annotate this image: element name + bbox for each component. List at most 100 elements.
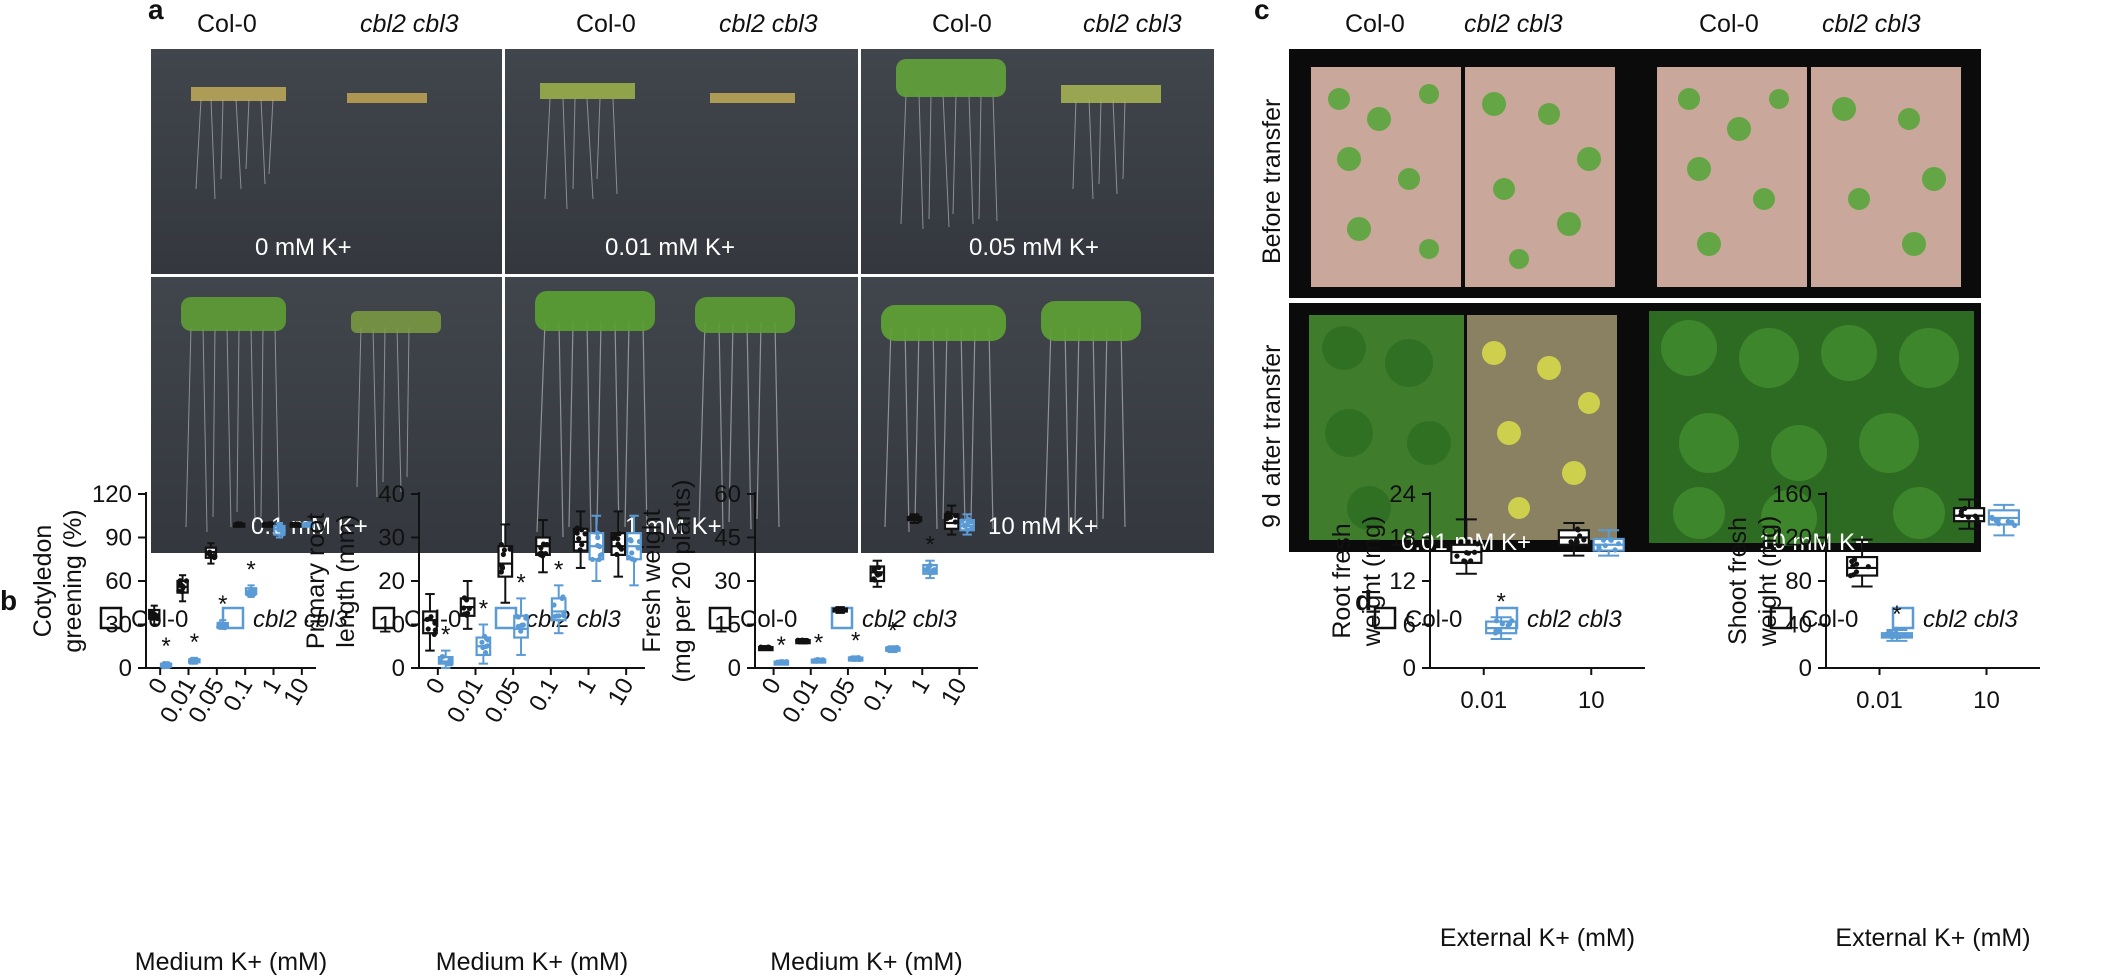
data-point: [501, 547, 507, 553]
data-point: [851, 656, 858, 662]
data-point: [871, 567, 877, 573]
x-axis-label: Medium K+ (mM): [135, 948, 327, 976]
seedling-photo-0: 0 mM K+: [151, 49, 502, 274]
panel-d-letter: d: [1355, 585, 1373, 616]
legend-swatch-col0: [99, 606, 123, 630]
y-tick-label: 20: [378, 568, 405, 595]
data-point: [574, 530, 580, 536]
photo-label-0: 0 mM K+: [255, 234, 352, 261]
box-col0-0.05: [832, 606, 848, 614]
box-mutant-10: [959, 513, 975, 536]
header-col0-2: Col-0: [576, 10, 636, 38]
data-point: [432, 627, 438, 633]
y-axis-label: (mg per 20 plants): [668, 480, 696, 683]
data-point: [952, 519, 958, 525]
data-point: [466, 605, 473, 611]
data-point: [636, 538, 642, 545]
box-mutant-0: [773, 658, 790, 666]
header-col0-1: Col-0: [197, 10, 257, 38]
data-point: [945, 515, 951, 521]
y-tick-label: 40: [1785, 612, 1812, 639]
tray-drawing: [1649, 311, 1974, 546]
data-point: [1600, 537, 1607, 543]
data-point: [964, 527, 971, 533]
data-point: [280, 524, 286, 530]
data-point: [1575, 526, 1581, 532]
legend-label-col0: Col-0: [1405, 606, 1462, 633]
y-tick-label: 60: [105, 568, 132, 595]
box-col0-0.01: [795, 637, 811, 645]
data-point: [160, 664, 166, 670]
data-point: [635, 545, 641, 551]
seedling-drawing: [881, 301, 1141, 533]
significance-asterisk: *: [516, 569, 525, 596]
box-col0-0.01: [459, 580, 476, 630]
data-point: [597, 552, 603, 559]
header-col0-3: Col-0: [932, 10, 992, 38]
data-point: [297, 522, 303, 528]
x-axis-label: Medium K+ (mM): [770, 948, 962, 976]
x-axis-label: External K+ (mM): [1835, 924, 2030, 952]
data-point: [579, 527, 585, 533]
data-point: [542, 550, 549, 557]
tray-drawing: [1311, 67, 1615, 287]
box-mutant-0.01: [810, 656, 827, 664]
data-point: [538, 545, 544, 551]
header-mutant-3: cbl2 cbl3: [1083, 10, 1182, 38]
data-point: [1612, 547, 1618, 553]
data-point: [758, 644, 764, 650]
seedling-photo-3: 0.1 mM K+: [151, 277, 502, 553]
y-axis-label: weight (mg): [1358, 516, 1386, 648]
data-point: [463, 597, 470, 603]
y-tick-label: 30: [378, 525, 405, 552]
data-point: [576, 536, 582, 542]
box-col0-10: [1952, 498, 1986, 530]
box-mutant-0.1: [885, 644, 901, 654]
data-point: [615, 541, 621, 547]
data-point: [1962, 505, 1968, 512]
box-mutant-0: [437, 649, 454, 669]
data-point: [1499, 621, 1505, 627]
y-tick-label: 120: [1772, 525, 1812, 552]
data-point: [462, 611, 468, 617]
data-point: [1577, 533, 1583, 539]
data-point: [551, 602, 557, 608]
data-point: [914, 515, 920, 521]
y-tick-label: 18: [1389, 525, 1416, 552]
legend-swatch-col0: [708, 606, 732, 630]
data-point: [1897, 634, 1903, 640]
tray-photo-after-high: 10 mM K+: [1639, 303, 1981, 552]
y-tick-label: 0: [119, 655, 132, 682]
panel-a-letter: a: [148, 0, 164, 25]
data-point: [1493, 618, 1500, 624]
box-mutant-0.01: [1880, 628, 1914, 642]
significance-asterisk: *: [888, 617, 897, 644]
box-col0-0: [148, 604, 161, 626]
data-point: [1958, 512, 1964, 518]
data-point: [800, 639, 806, 645]
significance-asterisk: *: [479, 596, 488, 623]
data-point: [614, 551, 620, 558]
y-tick-label: 60: [714, 481, 741, 508]
box-col0-10: [289, 521, 303, 528]
data-point: [484, 643, 491, 649]
data-point: [628, 538, 634, 544]
data-point: [266, 521, 272, 527]
significance-asterisk: *: [851, 627, 860, 654]
data-point: [885, 647, 891, 653]
box-mutant-0.05: [513, 597, 529, 656]
y-tick-label: 80: [1785, 568, 1812, 595]
box-col0-1: [572, 510, 589, 569]
legend-label-mutant: cbl2 cbl3: [253, 606, 348, 633]
data-point: [1995, 517, 2001, 523]
legend-swatch-col0: [1373, 606, 1397, 630]
x-axis-label: External K+ (mM): [1440, 924, 1635, 952]
data-point: [507, 546, 513, 552]
data-point: [616, 531, 622, 537]
box-col0-0.05: [497, 523, 514, 604]
data-point: [518, 628, 524, 634]
seedling-drawing: [181, 297, 441, 533]
box-mutant-1: [273, 522, 286, 539]
